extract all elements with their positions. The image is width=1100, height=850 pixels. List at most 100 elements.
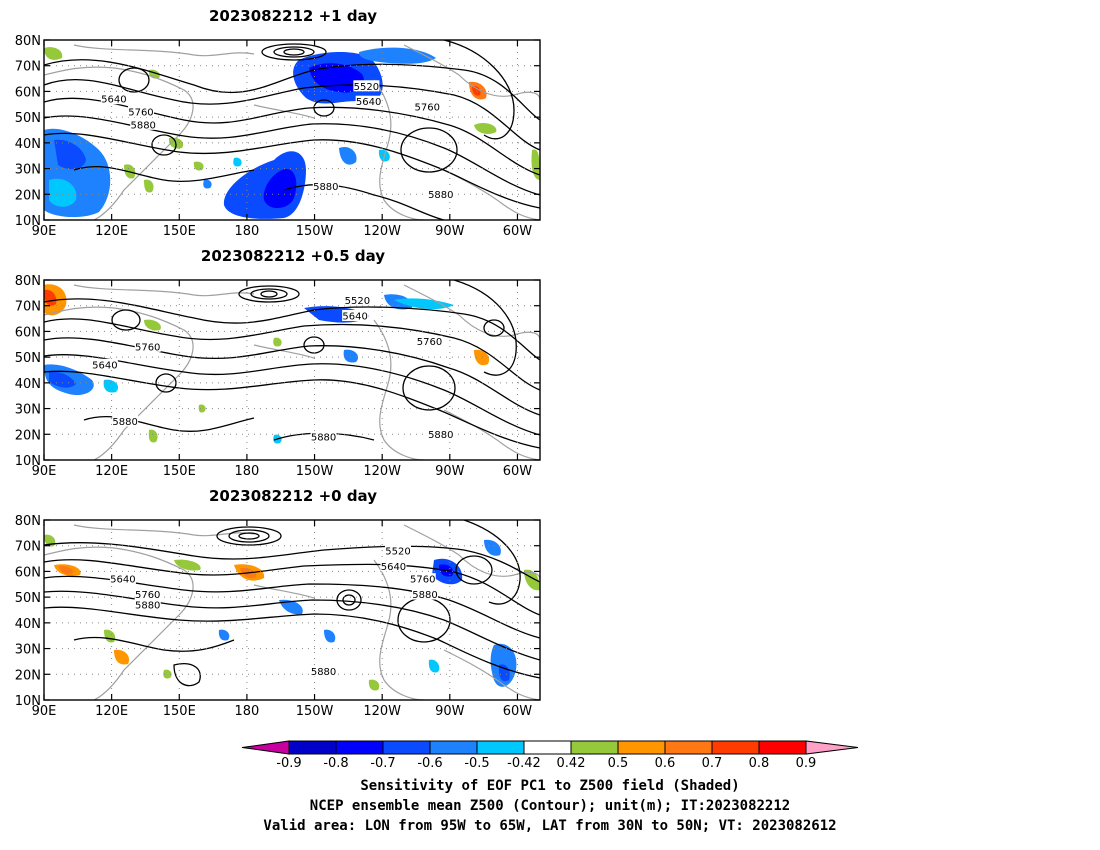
- contour-label-bg: [416, 335, 443, 347]
- contour-label-bg: [312, 180, 339, 192]
- contour-labels: 5520 5640 5760 5640 5760 5880 5880 5880: [91, 294, 454, 443]
- x-tick-label: 180: [234, 704, 259, 719]
- x-tick-label: 120W: [363, 704, 401, 719]
- x-tick-label: 90E: [32, 704, 57, 719]
- contour-label: 5880: [130, 120, 155, 131]
- caption-line-2: NCEP ensemble mean Z500 (Contour); unit(…: [310, 798, 790, 814]
- x-tick-label: 150E: [163, 224, 196, 239]
- caption-block: Sensitivity of EOF PC1 to Z500 field (Sh…: [263, 778, 836, 834]
- map-panel-plus-0-day: 2023082212 +0 day: [15, 487, 541, 719]
- contour-label-bg: [353, 80, 380, 92]
- map-frame: [43, 519, 541, 701]
- contour-label: 5640: [92, 360, 117, 371]
- contour-label: 5640: [381, 562, 406, 573]
- contour-label-bg: [427, 428, 454, 440]
- y-tick-label: 10N: [15, 454, 41, 469]
- contour-label: 5520: [354, 82, 379, 93]
- x-tick-label: 180: [234, 464, 259, 479]
- contour-label: 5760: [135, 342, 160, 353]
- contour-label: 5880: [428, 430, 453, 441]
- contour-label: 5760: [410, 575, 435, 586]
- x-tick-label: 60W: [503, 224, 533, 239]
- y-tick-label: 40N: [15, 617, 41, 632]
- y-tick-label: 20N: [15, 188, 41, 203]
- x-tick-label: 150W: [296, 464, 334, 479]
- contour-label: 5520: [345, 296, 370, 307]
- y-tick-label: 40N: [15, 137, 41, 152]
- colorbar-high-extension: [805, 740, 859, 755]
- contour-label: 5880: [313, 182, 338, 193]
- y-tick-label: 80N: [15, 514, 41, 529]
- contour-label-bg: [427, 188, 454, 200]
- y-tick-label: 80N: [15, 274, 41, 289]
- panel-title: 2023082212 +0.5 day: [201, 247, 385, 265]
- contour-label: 5880: [311, 667, 336, 678]
- map-frame: [43, 39, 541, 221]
- y-tick-label: 60N: [15, 565, 41, 580]
- map-panel-plus-1-day: 2023082212 +1 day: [15, 7, 541, 239]
- contour-label-bg: [355, 95, 382, 107]
- contour-label-bg: [380, 560, 407, 572]
- colorbar-segment: [664, 740, 713, 755]
- contour-label-bg: [112, 415, 139, 427]
- y-tick-label: 10N: [15, 694, 41, 709]
- panel-title: 2023082212 +1 day: [209, 7, 377, 25]
- y-tick-label: 40N: [15, 377, 41, 392]
- caption-line-1: Sensitivity of EOF PC1 to Z500 field (Sh…: [360, 778, 739, 794]
- x-tick-label: 150E: [163, 704, 196, 719]
- colorbar-segment: [711, 740, 760, 755]
- y-tick-label: 30N: [15, 643, 41, 658]
- contour-label-bg: [100, 93, 127, 105]
- colorbar-segment: [429, 740, 478, 755]
- contour-label-bg: [310, 430, 337, 442]
- y-tick-label: 70N: [15, 540, 41, 555]
- colorbar-segment: [476, 740, 525, 755]
- colorbar-tick-label: -0.6: [417, 756, 442, 771]
- contour-label: 5640: [110, 575, 135, 586]
- colorbar-segment: [617, 740, 666, 755]
- map-panel-plus-0.5-day: 2023082212 +0.5 day: [15, 247, 541, 479]
- colorbar-tick-label: -0.8: [323, 756, 348, 771]
- y-tick-label: 50N: [15, 591, 41, 606]
- colorbar-segment: [570, 740, 619, 755]
- colorbar-tick-label: -0.9: [276, 756, 301, 771]
- x-tick-label: 120W: [363, 464, 401, 479]
- y-tick-label: 70N: [15, 300, 41, 315]
- colorbar-segment: [523, 740, 572, 755]
- graticule: [44, 40, 540, 220]
- y-tick-label: 50N: [15, 111, 41, 126]
- colorbar-segment: [335, 740, 384, 755]
- x-tick-label: 120E: [95, 704, 128, 719]
- contour-label: 5760: [415, 102, 440, 113]
- map-area: 5520 5640 5760 5640 5760 5880 5880 5880: [44, 280, 540, 460]
- map-frame: [43, 279, 541, 461]
- colorbar-tick-label: 0.5: [608, 756, 629, 771]
- colorbar-low-extension: [241, 740, 290, 755]
- contour-label-bg: [109, 573, 136, 585]
- contour-label: 5760: [128, 108, 153, 119]
- contour-label-bg: [310, 665, 337, 677]
- contour-label-bg: [127, 106, 154, 117]
- x-tick-label: 120E: [95, 224, 128, 239]
- contour-label-bg: [130, 118, 157, 130]
- contour-label: 5760: [417, 337, 442, 348]
- contour-label-bg: [342, 310, 369, 321]
- y-tick-label: 30N: [15, 403, 41, 418]
- contour-label: 5760: [135, 590, 160, 601]
- y-tick-label: 20N: [15, 668, 41, 683]
- colorbar-segment: [288, 740, 337, 755]
- contour-label-bg: [414, 100, 441, 112]
- contour-label: 5640: [342, 312, 367, 323]
- contour-label: 5880: [428, 190, 453, 201]
- contour-label-bg: [412, 588, 439, 600]
- contour-label-bg: [91, 358, 118, 370]
- contour-label: 5880: [412, 590, 437, 601]
- caption-line-3: Valid area: LON from 95W to 65W, LAT fro…: [263, 818, 836, 834]
- x-tick-label: 90E: [32, 464, 57, 479]
- x-tick-label: 180: [234, 224, 259, 239]
- contour-label-bg: [344, 294, 371, 306]
